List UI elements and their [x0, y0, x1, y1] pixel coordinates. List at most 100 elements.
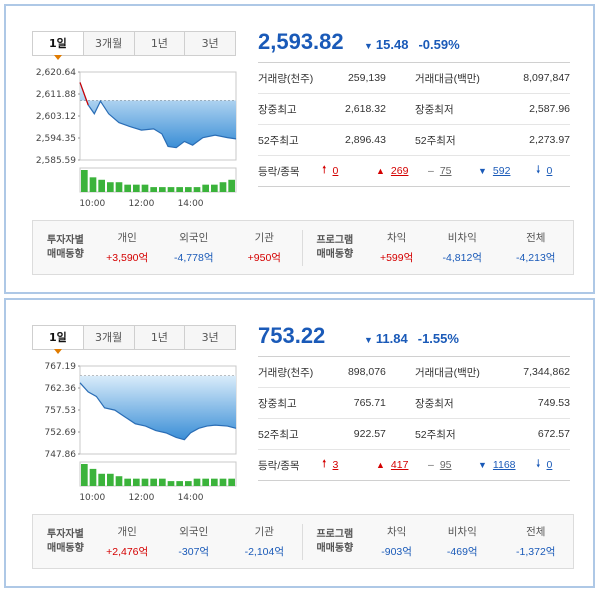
stats-row-volume: 거래량(천주) 898,076 거래대금(백만) 7,344,862	[258, 357, 570, 388]
stats-row-day: 장중최고 2,618.32 장중최저 2,587.96	[258, 94, 570, 125]
non-arbitrage-value: -469억	[446, 546, 478, 558]
volume-bar	[133, 478, 140, 486]
arrow-down-bold-icon: 🠗	[536, 458, 541, 470]
volume-bar	[185, 481, 192, 486]
stats-table: 거래량(천주) 259,139 거래대금(백만) 8,097,847 장중최고 …	[258, 62, 570, 187]
tab-3year[interactable]: 3년	[185, 32, 235, 55]
flat-item[interactable]: –95	[428, 459, 478, 471]
individual-value: +3,590억	[106, 252, 149, 264]
volume-value: 259,139	[347, 72, 386, 84]
triangle-down-icon: ▼	[478, 166, 487, 176]
day-low-label: 장중최저	[414, 397, 454, 410]
day-low-label: 장중최저	[414, 103, 454, 116]
stats-row-day: 장중최고 765.71 장중최저 749.53	[258, 388, 570, 419]
investor-trend-box: 투자자별 매매동향 개인 +2,476억 외국인 -307억 기관 -2,104…	[32, 514, 574, 569]
volume-label: 거래량(천주)	[258, 72, 314, 85]
volume-bar	[124, 184, 131, 192]
arbitrage-col: 차익 +599억	[367, 230, 426, 265]
volume-bar	[115, 476, 123, 486]
stats-row-52week: 52주최고 922.57 52주최저 672.57	[258, 419, 570, 450]
week52-low-value: 672.57	[537, 428, 570, 440]
non-arbitrage-value: -4,812억	[442, 252, 482, 264]
volume-bar	[89, 468, 97, 486]
program-title-line1: 프로그램	[316, 234, 354, 246]
y-tick-label: 762.36	[45, 384, 77, 394]
price-area	[80, 375, 236, 440]
up-item[interactable]: ▲ 417	[376, 459, 428, 471]
amount-label: 거래대금(백만)	[414, 72, 480, 85]
tab-3month[interactable]: 3개월	[83, 326, 135, 349]
amount-value: 7,344,862	[523, 366, 570, 378]
index-value: 753.22	[258, 323, 326, 348]
dash-icon: –	[428, 165, 434, 177]
institution-label: 기관	[254, 232, 274, 244]
amount-value: 8,097,847	[523, 72, 570, 84]
y-tick-label: 757.53	[45, 406, 77, 416]
down-arrow-icon: ▼	[364, 41, 373, 51]
tab-3year[interactable]: 3년	[185, 326, 235, 349]
individual-label: 개인	[117, 526, 137, 538]
institution-value: -2,104억	[244, 546, 285, 558]
down-item[interactable]: ▼ 1168	[478, 459, 536, 471]
volume-bar	[219, 182, 227, 192]
arbitrage-value: -903억	[381, 546, 412, 558]
individual-col: 개인 +2,476억	[94, 524, 161, 559]
down-item[interactable]: ▼ 592	[478, 165, 536, 177]
volume-bar	[167, 187, 175, 192]
volume-bar	[193, 478, 201, 486]
upper-limit-item[interactable]: 🠕 0	[322, 162, 376, 180]
foreign-col: 외국인 -307억	[160, 524, 227, 559]
volume-bar	[167, 481, 175, 486]
individual-col: 개인 +3,590억	[94, 230, 161, 265]
investor-trend-box: 투자자별 매매동향 개인 +3,590억 외국인 -4,778억 기관 +950…	[32, 220, 574, 275]
lower-limit-item[interactable]: 🠗 0	[536, 162, 552, 180]
volume-bar	[107, 182, 114, 192]
volume-bar	[133, 184, 140, 192]
program-title: 프로그램 매매동향	[303, 234, 368, 262]
y-tick-label: 2,611.88	[36, 90, 76, 100]
stats-row-52week: 52주최고 2,896.43 52주최저 2,273.97	[258, 125, 570, 156]
tab-3month[interactable]: 3개월	[83, 32, 135, 55]
tab-1day[interactable]: 1일	[33, 326, 84, 354]
index-change: ▼ 15.48 -0.59%	[364, 37, 460, 52]
updown-counts: 🠕 0 ▲ 269 –75 ▼ 592 🠗 0	[322, 162, 552, 180]
volume-bar	[98, 179, 105, 192]
y-tick-label: 2,603.12	[36, 112, 76, 122]
stats-table: 거래량(천주) 898,076 거래대금(백만) 7,344,862 장중최고 …	[258, 356, 570, 481]
lower-limit-count: 0	[546, 459, 553, 471]
flat-count: 75	[439, 165, 452, 177]
volume-bar	[211, 478, 218, 486]
institution-col: 기관 -2,104억	[227, 524, 301, 559]
institution-col: 기관 +950억	[227, 230, 301, 265]
non-arbitrage-label: 비차익	[447, 232, 477, 244]
price-line	[79, 82, 237, 149]
tab-1year[interactable]: 1년	[134, 326, 186, 349]
flat-item[interactable]: –75	[428, 165, 478, 177]
tab-1year[interactable]: 1년	[134, 32, 186, 55]
week52-low-label: 52주최저	[414, 428, 456, 441]
change-percent: -0.59%	[418, 37, 460, 52]
volume-bar	[193, 187, 201, 192]
lower-limit-item[interactable]: 🠗 0	[536, 456, 552, 474]
divider	[301, 523, 303, 560]
non-arbitrage-label: 비차익	[447, 526, 477, 538]
day-high-label: 장중최고	[258, 397, 297, 410]
y-tick-label: 767.19	[45, 362, 77, 372]
upper-limit-item[interactable]: 🠕 3	[322, 456, 376, 474]
up-item[interactable]: ▲ 269	[376, 165, 428, 177]
volume-bar	[176, 187, 183, 192]
day-high-label: 장중최고	[258, 103, 297, 116]
volume-bar	[141, 184, 149, 192]
arrow-up-bold-icon: 🠕	[322, 164, 327, 176]
change-value: 15.48	[375, 37, 409, 52]
up-count: 417	[390, 459, 409, 471]
investor-title-line1: 투자자별	[47, 528, 84, 540]
week52-low-label: 52주최저	[414, 134, 456, 147]
x-tick-label: 12:00	[128, 493, 154, 503]
down-count: 1168	[492, 459, 516, 471]
arbitrage-value: +599억	[379, 252, 414, 264]
day-low-value: 749.53	[537, 397, 570, 409]
tab-1day[interactable]: 1일	[33, 32, 84, 60]
week52-low-value: 2,273.97	[529, 134, 570, 146]
y-tick-label: 2,594.35	[36, 134, 76, 144]
